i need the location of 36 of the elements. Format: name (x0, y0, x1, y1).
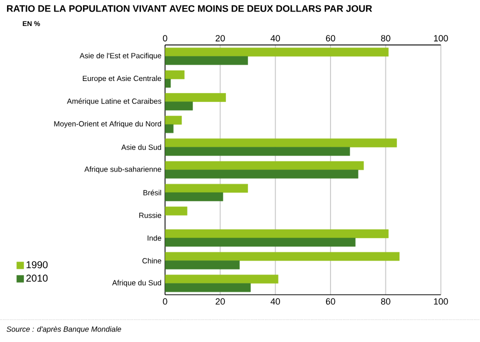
bar (165, 70, 185, 80)
bar (165, 184, 248, 193)
x-tick-label: 80 (381, 35, 390, 42)
x2-tick-label: 20 (216, 298, 225, 305)
chart-title: RATIO DE LA POPULATION VIVANT AVEC MOINS DE DEUX DOLLARS PAR JOUR (7, 5, 372, 12)
x-tick-label: 40 (270, 35, 280, 42)
legend-label: 2010 (26, 274, 48, 282)
bar (165, 93, 226, 102)
bar (165, 116, 182, 125)
bar (165, 260, 240, 270)
x-tick-label: 60 (326, 35, 336, 42)
bar (165, 79, 171, 88)
legend-label: 1990 (26, 261, 48, 268)
x2-tick-label: 80 (381, 298, 390, 305)
bar (165, 206, 188, 216)
bar (165, 56, 248, 66)
bar (165, 138, 397, 148)
x2-tick-label: 60 (326, 298, 336, 305)
x2-tick-label: 40 (270, 298, 280, 305)
bar (165, 124, 174, 134)
x-tick-label: 100 (434, 35, 448, 42)
bar (165, 192, 224, 202)
bar (165, 147, 350, 156)
bar (165, 274, 278, 284)
bar (165, 229, 389, 238)
x2-tick-label: 0 (162, 298, 168, 305)
bar (165, 252, 400, 261)
bar (165, 48, 389, 57)
bar (165, 283, 251, 292)
bar (165, 238, 356, 247)
x-tick-label: 20 (216, 35, 225, 42)
bar (165, 102, 193, 111)
bar (165, 161, 364, 170)
x2-tick-label: 100 (434, 298, 448, 305)
x-tick-label: 0 (162, 35, 168, 42)
bar (165, 170, 358, 179)
